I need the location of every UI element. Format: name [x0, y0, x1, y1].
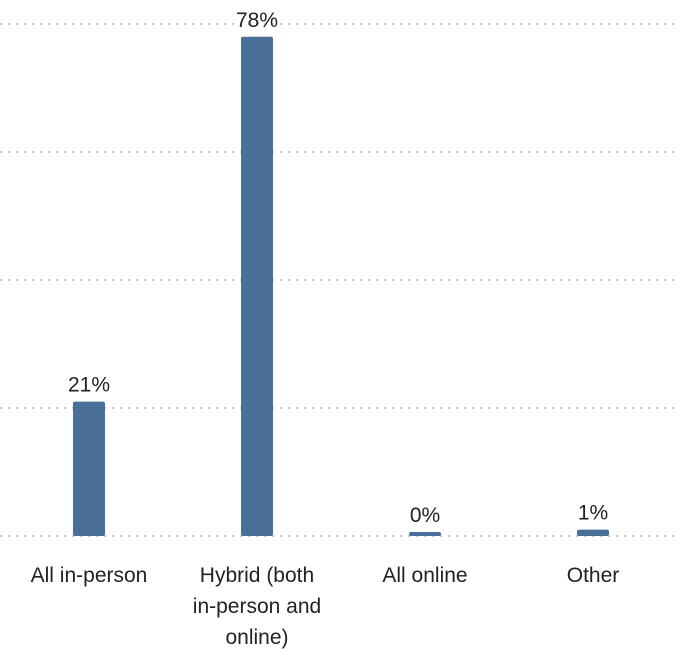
category-label-0: All in-person	[31, 564, 148, 587]
category-label-1-line-0: Hybrid (both	[200, 564, 314, 587]
bar-3	[577, 529, 609, 536]
category-label-0-line-0: All in-person	[31, 564, 148, 587]
category-labels: All in-person Hybrid (both in-person and on…	[31, 564, 620, 649]
category-label-2: All online	[382, 564, 467, 587]
category-label-1-line-2: online)	[225, 626, 288, 649]
bar-1	[241, 36, 273, 537]
category-label-3-line-0: Other	[567, 564, 620, 587]
gridlines	[0, 23, 678, 537]
category-label-1: Hybrid (both in-person and online)	[193, 564, 321, 649]
value-label-3: 1%	[578, 502, 608, 525]
bars	[73, 36, 609, 537]
value-label-1: 78%	[236, 9, 278, 32]
bar-0	[73, 401, 105, 536]
category-label-2-line-0: All online	[382, 564, 467, 587]
category-label-1-line-1: in-person and	[193, 595, 321, 618]
value-label-2: 0%	[410, 504, 440, 527]
bar-2	[409, 532, 441, 536]
category-label-3: Other	[567, 564, 620, 587]
value-labels: 21% 78% 0% 1%	[68, 9, 608, 527]
value-label-0: 21%	[68, 374, 110, 397]
